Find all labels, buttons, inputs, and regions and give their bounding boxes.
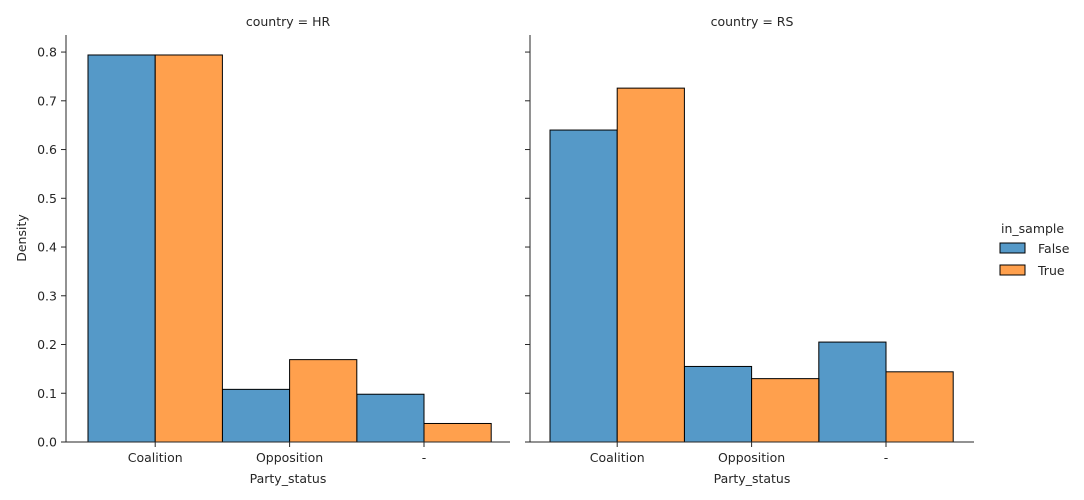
legend-swatch-false bbox=[999, 242, 1026, 254]
x-axis-label-rs: Party_status bbox=[714, 471, 791, 486]
bars-rs bbox=[549, 87, 954, 443]
facet-rs: country = RS Coalition Opposition - Party_… bbox=[525, 14, 974, 486]
facet-hr: country = HR 0.0 0.1 0.2 0.3 0.4 0.5 0.6 0.7 0.8… bbox=[14, 14, 510, 486]
y-tick-label: 0.4 bbox=[37, 240, 57, 255]
x-tick-label-hr: - bbox=[422, 450, 427, 465]
bar-rs-false-0 bbox=[549, 129, 618, 443]
x-axis-ticks-hr: Coalition Opposition - bbox=[128, 442, 427, 465]
x-tick-label-hr: Opposition bbox=[256, 450, 323, 465]
y-tick-label: 0.7 bbox=[37, 93, 57, 108]
bars-hr bbox=[87, 54, 492, 443]
x-axis-ticks-rs: Coalition Opposition - bbox=[590, 442, 889, 465]
bar-rs-true-1 bbox=[751, 378, 820, 443]
x-axis-label-hr: Party_status bbox=[250, 471, 327, 486]
legend-label-true: True bbox=[1037, 263, 1065, 278]
facet-title-rs: country = RS bbox=[711, 14, 794, 29]
legend-title: in_sample bbox=[1001, 221, 1064, 236]
bar-rs-true-0 bbox=[616, 87, 685, 443]
bar-hr-false-1 bbox=[221, 388, 291, 443]
y-tick-label: 0.1 bbox=[37, 386, 57, 401]
y-tick-label: 0.0 bbox=[37, 435, 57, 450]
bar-rs-false-2 bbox=[818, 341, 887, 443]
bar-hr-false-0 bbox=[87, 54, 156, 443]
facet-title-hr: country = HR bbox=[246, 14, 331, 29]
y-axis-ticks-hr: 0.0 0.1 0.2 0.3 0.4 0.5 0.6 0.7 0.8 bbox=[37, 45, 66, 450]
bar-hr-true-1 bbox=[289, 359, 358, 443]
y-tick-label: 0.3 bbox=[37, 288, 57, 303]
x-tick-label-rs: - bbox=[884, 450, 889, 465]
y-axis-label: Density bbox=[14, 214, 29, 262]
y-tick-label: 0.8 bbox=[37, 45, 57, 60]
bar-hr-true-2 bbox=[423, 422, 492, 443]
y-tick-label: 0.5 bbox=[37, 191, 57, 206]
x-tick-label-rs: Opposition bbox=[718, 450, 785, 465]
x-tick-label-rs: Coalition bbox=[590, 450, 645, 465]
y-tick-label: 0.6 bbox=[37, 142, 57, 157]
bar-rs-false-1 bbox=[683, 365, 753, 443]
y-axis-ticks-rs bbox=[525, 51, 530, 443]
x-tick-label-hr: Coalition bbox=[128, 450, 183, 465]
bar-hr-false-2 bbox=[356, 393, 425, 443]
bar-rs-true-2 bbox=[885, 371, 954, 443]
bar-hr-true-0 bbox=[154, 54, 223, 443]
legend: in_sample False True bbox=[999, 221, 1070, 278]
legend-label-false: False bbox=[1038, 241, 1070, 256]
legend-swatch-true bbox=[999, 264, 1026, 276]
y-tick-label: 0.2 bbox=[37, 337, 57, 352]
